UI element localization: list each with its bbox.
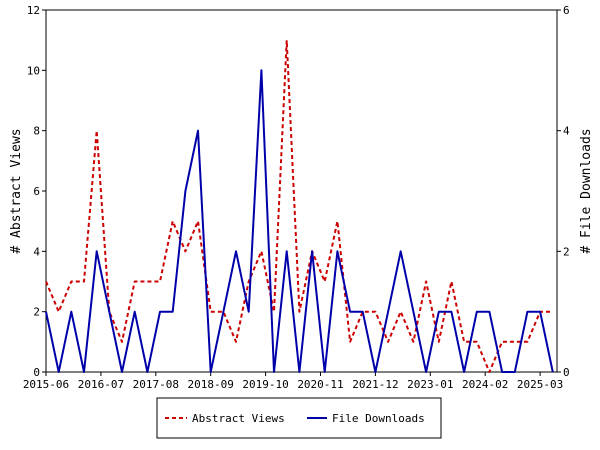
x-tick-label: 2017-08 — [133, 378, 179, 391]
left-y-tick-label: 2 — [33, 306, 40, 319]
x-tick-label: 2021-12 — [352, 378, 398, 391]
left-y-tick-label: 12 — [27, 4, 40, 17]
right-y-tick-label: 4 — [563, 125, 570, 138]
right-y-tick-label: 2 — [563, 245, 570, 258]
left-y-tick-label: 6 — [33, 185, 40, 198]
file-downloads-line — [45, 69, 554, 373]
x-tick-label: 2018-09 — [188, 378, 234, 391]
abstract-views-line — [45, 39, 553, 373]
plot-frame — [45, 9, 558, 373]
right-y-tick-label: 6 — [563, 4, 570, 17]
x-tick-label: 2016-07 — [78, 378, 124, 391]
right-axis-title: # File Downloads — [579, 128, 594, 253]
left-y-tick-label: 4 — [33, 245, 40, 258]
legend-box — [156, 397, 442, 439]
legend-label-file-downloads: File Downloads — [332, 412, 425, 425]
x-tick-label: 2015-06 — [23, 378, 69, 391]
x-tick-label: 2024-02 — [462, 378, 508, 391]
right-y-tick-label: 0 — [563, 366, 570, 379]
left-y-tick-label: 10 — [27, 64, 40, 77]
left-axis-title: # Abstract Views — [9, 128, 24, 253]
left-y-tick-label: 8 — [33, 125, 40, 138]
x-tick-label: 2023-01 — [407, 378, 453, 391]
left-y-tick-label: 0 — [33, 366, 40, 379]
x-tick-label: 2020-11 — [297, 378, 343, 391]
x-tick-label: 2019-10 — [242, 378, 288, 391]
legend-label-abstract-views: Abstract Views — [192, 412, 285, 425]
x-tick-label: 2025-03 — [517, 378, 563, 391]
